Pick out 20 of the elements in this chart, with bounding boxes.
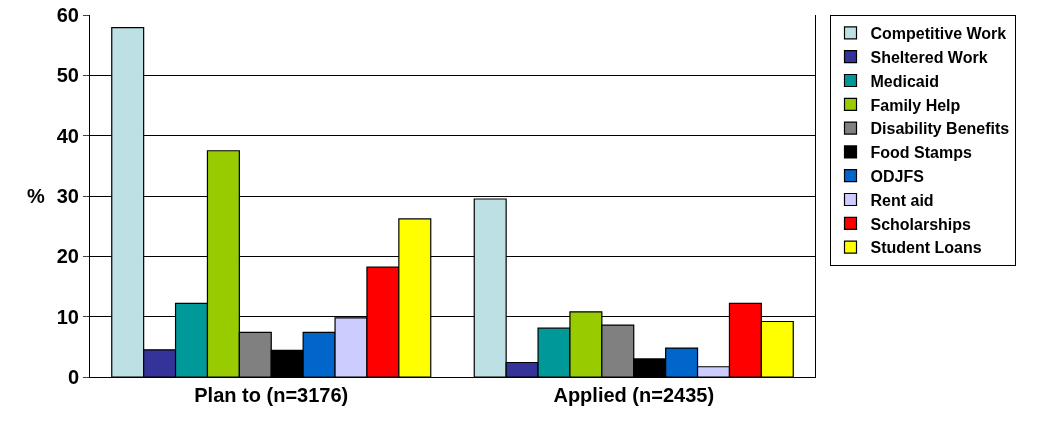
legend-label: Competitive Work: [870, 25, 1007, 43]
y-tick-label: 40: [56, 124, 79, 147]
x-tick-label: Plan to (n=3176): [194, 384, 349, 406]
y-tick-label: 20: [56, 245, 79, 268]
legend-label: Medicaid: [870, 72, 939, 90]
y-tick-label: 60: [56, 4, 79, 26]
y-tick-label: 50: [56, 64, 79, 87]
legend-label: ODJFS: [870, 167, 925, 185]
legend-label: Family Help: [870, 96, 961, 114]
x-tick-label: Applied (n=2435): [553, 384, 715, 406]
legend-label: Student Loans: [870, 239, 982, 257]
y-tick-label: 10: [56, 305, 79, 328]
legend-label: Scholarships: [870, 215, 972, 233]
y-tick-label: 0: [67, 366, 79, 388]
legend-label: Food Stamps: [870, 144, 972, 162]
y-tick-label: 30: [56, 185, 79, 207]
legend-label: Disability Benefits: [870, 120, 1010, 138]
y-axis-title: %: [27, 185, 45, 207]
legend-label: Sheltered Work: [870, 48, 988, 66]
legend-label: Rent aid: [870, 191, 934, 209]
